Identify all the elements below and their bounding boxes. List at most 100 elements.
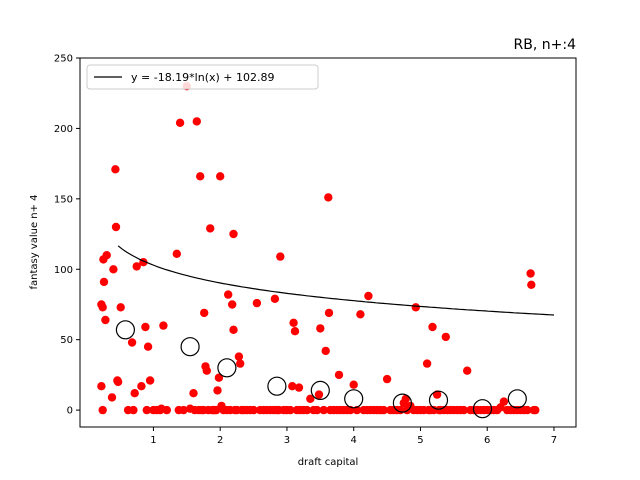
data-point <box>141 322 150 332</box>
bin-mean-marker <box>428 390 449 410</box>
data-point <box>179 405 188 415</box>
data-point <box>316 324 325 333</box>
data-point <box>101 315 110 325</box>
data-point <box>428 322 437 332</box>
data-point <box>99 277 109 287</box>
axis-ticks: 1 2 3 4 5 6 7 0 50 100 150 200 250 <box>54 54 557 447</box>
data-point <box>459 405 468 415</box>
data-point <box>314 390 324 399</box>
legend-label: y = -18.19*ln(x) + 102.89 <box>131 71 275 84</box>
data-point <box>270 294 280 303</box>
bin-mean-marker <box>344 389 364 409</box>
data-point <box>499 397 509 406</box>
data-point <box>441 332 450 342</box>
data-point <box>229 325 238 334</box>
data-point <box>276 252 285 261</box>
data-point <box>236 359 245 368</box>
data-point <box>143 342 153 351</box>
data-point <box>111 222 121 232</box>
data-point <box>382 374 392 384</box>
data-point <box>234 352 244 361</box>
data-point <box>286 405 295 415</box>
data-point <box>294 383 304 392</box>
data-point <box>214 373 224 382</box>
data-point <box>306 394 315 403</box>
y-tick-label: 250 <box>54 54 73 65</box>
data-point <box>200 308 209 318</box>
data-point <box>319 405 328 415</box>
data-point <box>196 172 205 181</box>
data-point <box>324 193 333 202</box>
data-point <box>202 366 211 375</box>
data-point <box>102 251 111 260</box>
x-tick-label: 6 <box>484 435 490 446</box>
data-point <box>252 298 262 308</box>
data-point <box>98 405 107 415</box>
y-tick-label: 200 <box>54 124 73 135</box>
data-point <box>189 389 198 398</box>
y-tick-label: 100 <box>54 265 73 276</box>
data-point <box>527 280 536 289</box>
data-point <box>109 265 118 274</box>
data-point <box>463 366 472 375</box>
data-point <box>526 269 535 278</box>
data-point <box>411 303 420 312</box>
data-point <box>98 303 107 312</box>
data-point <box>401 394 410 403</box>
data-point <box>249 405 258 415</box>
data-point <box>289 318 298 327</box>
data-point <box>290 327 300 336</box>
x-tick-label: 2 <box>217 435 223 446</box>
plot-area <box>97 82 555 419</box>
x-tick-label: 4 <box>351 435 357 446</box>
bin-mean-marker <box>267 376 287 396</box>
data-point <box>206 224 215 233</box>
data-point <box>334 370 344 380</box>
fit-line <box>117 245 555 316</box>
data-point <box>422 359 432 368</box>
bin-mean-marker <box>217 358 237 378</box>
data-point <box>216 172 225 181</box>
x-tick-label: 5 <box>417 435 423 446</box>
data-point <box>107 393 117 402</box>
data-point <box>312 405 322 415</box>
y-tick-label: 0 <box>67 406 73 417</box>
data-point <box>97 382 106 391</box>
legend: y = -18.19*ln(x) + 102.89 <box>86 64 319 90</box>
data-point <box>137 382 146 391</box>
data-point <box>127 338 137 347</box>
bin-mean-marker <box>310 380 330 400</box>
bin-mean-marker <box>392 393 412 413</box>
data-point <box>192 117 201 126</box>
axes-frame <box>79 57 577 428</box>
data-point <box>213 386 222 395</box>
data-point <box>224 290 233 299</box>
data-point <box>113 377 123 387</box>
data-point <box>523 405 532 415</box>
data-point <box>116 303 125 312</box>
y-tick-label: 150 <box>54 194 73 205</box>
data-point <box>159 321 168 330</box>
chart-title: RB, n+:4 <box>514 37 577 53</box>
data-point <box>364 291 373 301</box>
bin-mean-marker <box>180 337 200 357</box>
data-point <box>229 229 238 239</box>
bin-mean-marker <box>115 320 136 340</box>
bin-mean-marker <box>472 399 493 419</box>
bin-mean-marker <box>507 389 527 409</box>
data-point <box>531 405 540 415</box>
data-point <box>172 249 181 258</box>
x-tick-label: 7 <box>551 435 557 446</box>
data-point <box>175 118 185 128</box>
data-point <box>288 382 297 391</box>
data-point <box>321 346 330 356</box>
y-tick-label: 50 <box>60 335 73 346</box>
data-point <box>111 165 120 174</box>
data-point <box>379 405 388 415</box>
data-point <box>162 405 171 415</box>
data-point <box>132 262 141 271</box>
data-point <box>356 310 365 319</box>
data-point <box>130 389 139 398</box>
legend-box <box>86 64 319 90</box>
